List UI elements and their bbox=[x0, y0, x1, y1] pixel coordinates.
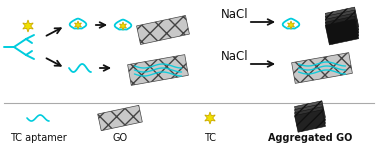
FancyBboxPatch shape bbox=[294, 101, 325, 123]
Polygon shape bbox=[205, 112, 215, 124]
FancyBboxPatch shape bbox=[294, 107, 325, 129]
Text: TC: TC bbox=[204, 133, 216, 143]
FancyBboxPatch shape bbox=[98, 105, 142, 131]
Text: GO: GO bbox=[112, 133, 127, 143]
FancyBboxPatch shape bbox=[325, 16, 359, 42]
FancyBboxPatch shape bbox=[294, 110, 325, 132]
Text: NaCl: NaCl bbox=[221, 7, 249, 20]
Polygon shape bbox=[288, 21, 294, 29]
FancyBboxPatch shape bbox=[325, 7, 359, 33]
Text: TC aptamer: TC aptamer bbox=[9, 133, 67, 143]
Text: Aggregated GO: Aggregated GO bbox=[268, 133, 352, 143]
FancyBboxPatch shape bbox=[291, 53, 352, 83]
FancyBboxPatch shape bbox=[136, 15, 189, 45]
FancyBboxPatch shape bbox=[325, 10, 359, 36]
FancyBboxPatch shape bbox=[325, 13, 359, 39]
Polygon shape bbox=[119, 22, 127, 30]
FancyBboxPatch shape bbox=[128, 55, 188, 85]
Polygon shape bbox=[23, 20, 33, 32]
Polygon shape bbox=[74, 21, 82, 29]
Text: NaCl: NaCl bbox=[221, 49, 249, 62]
FancyBboxPatch shape bbox=[325, 19, 359, 45]
FancyBboxPatch shape bbox=[294, 104, 325, 126]
